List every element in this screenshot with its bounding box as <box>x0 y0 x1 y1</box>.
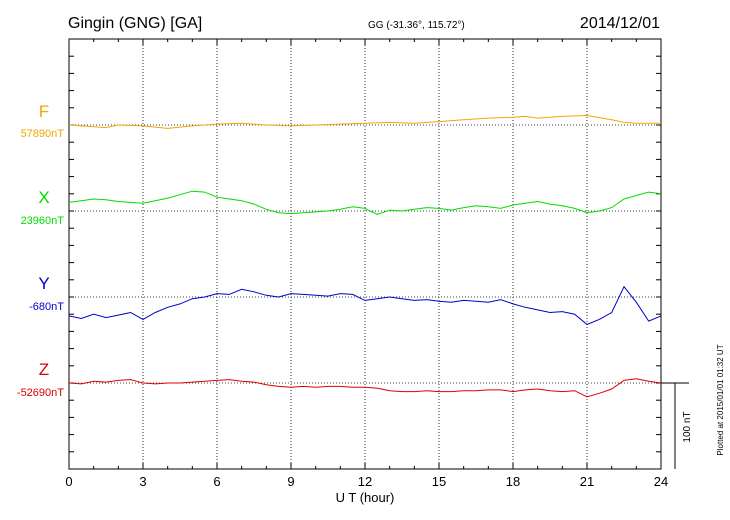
series-baseline-x: 23960nT <box>21 215 65 227</box>
x-axis-label: U T (hour) <box>336 490 395 505</box>
series-label-x: X <box>38 188 49 207</box>
series-label-f: F <box>39 102 49 121</box>
series-line-y <box>68 285 662 326</box>
series-baseline-z: -52690nT <box>17 387 64 399</box>
plotted-timestamp: Plotted at 2015/01/01 01:32 UT <box>716 344 725 455</box>
x-tick-label-18: 18 <box>506 474 520 489</box>
x-tick-label-3: 3 <box>139 474 146 489</box>
x-tick-label-6: 6 <box>213 474 220 489</box>
series-baseline-y: -680nT <box>29 301 64 313</box>
y-minor-ticks <box>69 38 661 470</box>
x-tick-label-9: 9 <box>287 474 294 489</box>
station-coordinates: GG (-31.36°, 115.72°) <box>368 20 465 31</box>
grid <box>142 39 588 469</box>
series-layer: F 57890nT X 23960nT Y -680nT Z -52690nT <box>17 102 662 399</box>
x-tick-label-24: 24 <box>654 474 668 489</box>
series-line-z <box>68 378 662 398</box>
scale-bar-label: 100 nT <box>682 411 693 442</box>
series-line-x <box>68 190 662 215</box>
series-label-z: Z <box>39 360 49 379</box>
station-title: Gingin (GNG) [GA] <box>68 15 202 32</box>
x-axis-ticks: 0 3 6 9 12 15 18 21 24 <box>65 39 668 489</box>
chart-date: 2014/12/01 <box>580 15 660 32</box>
x-tick-label-21: 21 <box>580 474 594 489</box>
x-tick-label-15: 15 <box>432 474 446 489</box>
x-tick-label-0: 0 <box>65 474 72 489</box>
series-label-y: Y <box>38 274 49 293</box>
series-line-f <box>68 114 661 129</box>
x-tick-label-12: 12 <box>358 474 372 489</box>
series-baseline-f: 57890nT <box>21 128 65 140</box>
plot-frame <box>68 38 662 470</box>
